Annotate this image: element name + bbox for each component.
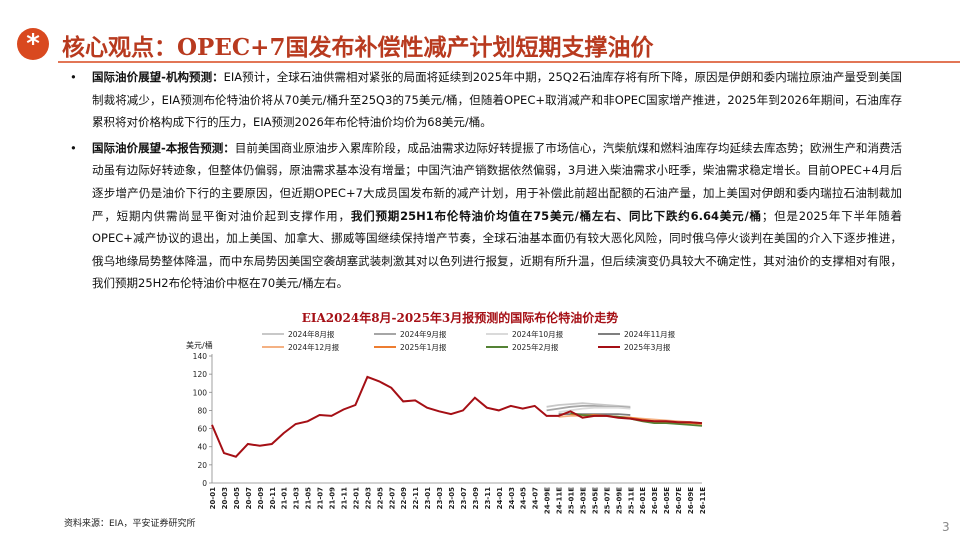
header-title: 核心观点：OPEC+7国发布补偿性减产计划短期支撑油价 [62, 34, 654, 61]
x-tick-label: 22-01 [352, 487, 360, 510]
bold-text: 国际油价展望-本报告预测： [92, 140, 235, 155]
chart-title: EIA2024年8月-2025年3月报预测的国际布伦特油价走势 [302, 310, 619, 325]
bold-text: 我们预期25H1布伦特油价均值在75美元/桶左右、同比下跌约6.64美元/桶 [350, 208, 762, 223]
x-tick-label: 20-11 [269, 487, 277, 510]
x-tick-label: 24-09E [544, 487, 552, 514]
bullet: 国际油价展望-本报告预测：目前美国商业原油步入累库阶段，成品油需求边际好转提振了… [70, 137, 902, 295]
x-tick-label: 21-05 [305, 487, 313, 510]
x-tick-label: 23-09 [472, 487, 480, 510]
y-tick-label: 0 [202, 479, 207, 488]
x-tick-label: 22-05 [376, 487, 384, 510]
y-tick-label: 20 [197, 461, 207, 470]
page-number: 3 [942, 520, 950, 534]
y-tick-label: 120 [193, 370, 208, 379]
bullets: 国际油价展望-机构预测：EIA预计，全球石油供需相对紧张的局面将延续到2025年… [70, 66, 902, 298]
x-tick-label: 20-07 [245, 487, 253, 510]
x-tick-label: 23-11 [484, 487, 492, 510]
x-tick-label: 22-03 [364, 487, 372, 510]
x-tick-label: 21-01 [281, 487, 289, 510]
x-tick-label: 20-09 [257, 487, 265, 510]
x-tick-label: 26-11E [699, 487, 707, 514]
x-tick-label: 23-03 [436, 487, 444, 510]
x-tick-label: 22-09 [400, 487, 408, 510]
legend-label: 2024年8月报 [288, 329, 335, 339]
bold-text: 国际油价展望-机构预测： [92, 70, 224, 84]
legend-label: 2024年10月报 [512, 329, 564, 339]
x-tick-label: 20-01 [209, 487, 217, 510]
x-tick-label: 23-01 [424, 487, 432, 510]
x-tick-label: 22-07 [388, 487, 396, 510]
x-tick-label: 26-03E [651, 487, 659, 514]
x-tick-label: 25-07E [603, 487, 611, 514]
x-tick-label: 21-03 [293, 487, 301, 510]
legend-label: 2025年1月报 [400, 342, 447, 352]
x-tick-label: 21-11 [340, 487, 348, 510]
series-line [546, 405, 631, 412]
y-tick-label: 40 [197, 443, 207, 452]
text: ；但是2025年下半年随着OPEC+减产协议的退出，加上美国、加拿大、挪威等国继… [92, 208, 903, 291]
x-tick-label: 24-05 [520, 487, 528, 510]
x-tick-label: 20-05 [233, 487, 241, 510]
x-tick-label: 26-09E [687, 487, 695, 514]
x-tick-label: 24-07 [532, 487, 540, 510]
text: EIA预计，全球石油供需相对紧张的局面将延续到2025年中期，25Q2石油库存将… [92, 70, 902, 130]
x-tick-label: 25-09E [615, 487, 623, 514]
x-tick-label: 22-11 [412, 487, 420, 510]
source: 资料来源：EIA，平安证券研究所 [64, 519, 196, 529]
header-icon [17, 28, 49, 60]
x-tick-label: 21-09 [329, 487, 337, 510]
x-tick-label: 20-03 [221, 487, 229, 510]
bullet: 国际油价展望-机构预测：EIA预计，全球石油供需相对紧张的局面将延续到2025年… [70, 66, 902, 134]
x-tick-label: 26-05E [663, 487, 671, 514]
y-axis-label: 美元/桶 [186, 340, 213, 350]
x-tick-label: 26-07E [675, 487, 683, 514]
x-tick-label: 24-01 [496, 487, 504, 510]
y-tick-label: 140 [193, 352, 208, 361]
legend-label: 2024年12月报 [288, 342, 340, 352]
x-tick-label: 24-11E [556, 487, 564, 514]
x-tick-label: 23-07 [460, 487, 468, 510]
x-tick-label: 21-07 [317, 487, 325, 510]
x-tick-label: 25-03E [579, 487, 587, 514]
series-line [546, 402, 631, 408]
x-tick-label: 25-11E [627, 487, 635, 514]
legend-label: 2025年2月报 [512, 342, 559, 352]
x-tick-label: 24-03 [508, 487, 516, 510]
y-tick-label: 60 [197, 425, 207, 434]
y-tick-label: 80 [197, 406, 207, 415]
x-tick-label: 25-01E [568, 487, 576, 514]
y-tick-label: 100 [193, 388, 208, 397]
text: 目前美国商业原油步入累库阶段，成品油需求边际好转提振了市场信心，汽柴航煤和燃料油… [92, 140, 902, 223]
legend-label: 2025年3月报 [624, 342, 671, 352]
x-tick-label: 23-05 [448, 487, 456, 510]
x-tick-label: 25-05E [591, 487, 599, 514]
x-tick-label: 26-01E [639, 487, 647, 514]
header-icon-glyph: * [26, 29, 40, 59]
legend-label: 2024年11月报 [624, 329, 676, 339]
legend-label: 2024年9月报 [400, 329, 447, 339]
series-line [211, 375, 703, 458]
